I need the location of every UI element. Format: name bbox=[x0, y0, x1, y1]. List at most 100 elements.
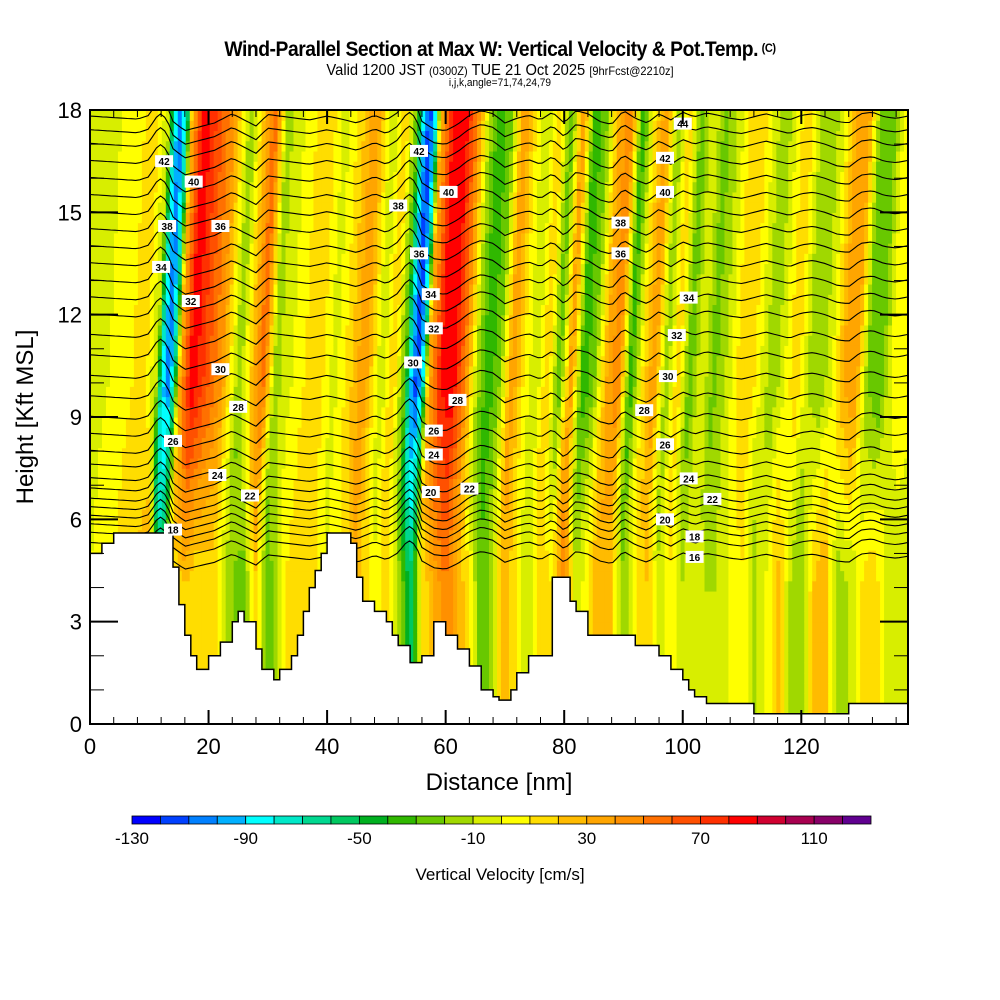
velocity-cell bbox=[113, 304, 119, 316]
velocity-cell bbox=[245, 509, 251, 520]
velocity-cell bbox=[297, 130, 303, 142]
velocity-cell bbox=[281, 355, 287, 367]
velocity-cell bbox=[237, 386, 243, 398]
velocity-cell bbox=[113, 283, 119, 295]
velocity-cell bbox=[305, 110, 311, 121]
velocity-cell bbox=[341, 150, 346, 162]
velocity-cell bbox=[149, 222, 155, 234]
velocity-cell bbox=[185, 529, 191, 541]
velocity-cell bbox=[90, 253, 95, 265]
velocity-cell bbox=[369, 263, 374, 275]
velocity-cell bbox=[297, 590, 303, 602]
velocity-cell bbox=[217, 376, 223, 387]
velocity-cell bbox=[297, 181, 303, 193]
velocity-cell bbox=[221, 427, 227, 439]
velocity-cell bbox=[385, 212, 390, 224]
velocity-cell bbox=[125, 335, 131, 346]
velocity-cell bbox=[193, 417, 199, 428]
velocity-cell bbox=[161, 457, 167, 469]
velocity-cell bbox=[265, 191, 271, 203]
velocity-cell bbox=[97, 273, 103, 285]
velocity-cell bbox=[221, 539, 227, 551]
velocity-cell bbox=[221, 570, 227, 582]
velocity-cell bbox=[237, 437, 243, 449]
velocity-cell bbox=[253, 304, 259, 316]
velocity-cell bbox=[389, 457, 394, 469]
velocity-cell bbox=[285, 161, 291, 172]
velocity-cell bbox=[329, 478, 334, 490]
velocity-cell bbox=[109, 232, 115, 244]
velocity-cell bbox=[261, 580, 267, 592]
velocity-cell bbox=[205, 355, 211, 367]
velocity-cell bbox=[325, 294, 331, 306]
valid-time: Valid 1200 JST bbox=[326, 62, 425, 79]
velocity-cell bbox=[293, 212, 299, 224]
velocity-cell bbox=[205, 488, 211, 500]
velocity-cell bbox=[177, 509, 183, 520]
velocity-cell bbox=[217, 406, 223, 418]
velocity-cell bbox=[149, 447, 155, 459]
velocity-cell bbox=[241, 457, 247, 469]
velocity-cell bbox=[229, 427, 235, 439]
velocity-cell bbox=[229, 202, 235, 213]
velocity-cell bbox=[341, 110, 346, 121]
velocity-cell bbox=[249, 478, 255, 490]
velocity-cell bbox=[369, 488, 374, 500]
velocity-cell bbox=[305, 580, 311, 592]
velocity-cell bbox=[301, 365, 307, 377]
velocity-cell bbox=[105, 181, 111, 193]
velocity-cell bbox=[233, 335, 239, 346]
velocity-cell bbox=[273, 447, 279, 459]
velocity-cell bbox=[317, 324, 323, 336]
velocity-cell bbox=[405, 263, 410, 275]
velocity-cell bbox=[209, 345, 215, 357]
velocity-cell bbox=[109, 304, 115, 316]
velocity-cell bbox=[261, 590, 267, 602]
velocity-cell bbox=[249, 273, 255, 285]
velocity-cell bbox=[289, 161, 295, 172]
velocity-cell bbox=[409, 396, 414, 408]
velocity-cell bbox=[365, 457, 370, 469]
velocity-cell bbox=[125, 468, 131, 479]
velocity-cell bbox=[221, 621, 227, 633]
velocity-cell bbox=[401, 273, 406, 285]
velocity-cell bbox=[373, 212, 378, 224]
velocity-cell bbox=[309, 130, 315, 142]
velocity-cell bbox=[241, 294, 247, 306]
velocity-cell bbox=[321, 447, 327, 459]
velocity-cell bbox=[237, 181, 243, 193]
velocity-cell bbox=[393, 232, 398, 244]
velocity-cell bbox=[209, 171, 215, 183]
velocity-cell bbox=[209, 150, 215, 162]
velocity-cell bbox=[285, 631, 291, 643]
velocity-cell bbox=[341, 304, 346, 316]
velocity-cell bbox=[265, 406, 271, 418]
velocity-cell bbox=[241, 212, 247, 224]
velocity-cell bbox=[317, 335, 323, 346]
velocity-cell bbox=[397, 212, 402, 224]
velocity-cell bbox=[373, 222, 378, 234]
velocity-cell bbox=[293, 376, 299, 387]
velocity-cell bbox=[377, 191, 382, 203]
velocity-cell bbox=[249, 550, 255, 561]
velocity-cell bbox=[333, 376, 338, 387]
velocity-cell bbox=[145, 294, 151, 306]
velocity-cell bbox=[273, 283, 279, 295]
velocity-cell bbox=[377, 376, 382, 387]
velocity-cell bbox=[317, 376, 323, 387]
velocity-cell bbox=[169, 110, 175, 121]
velocity-cell bbox=[325, 273, 331, 285]
velocity-cell bbox=[333, 478, 338, 490]
velocity-cell bbox=[277, 631, 283, 643]
velocity-cell bbox=[357, 519, 362, 531]
velocity-cell bbox=[241, 243, 247, 254]
velocity-cell bbox=[173, 150, 179, 162]
velocity-cell bbox=[90, 437, 95, 449]
velocity-cell bbox=[121, 488, 127, 500]
velocity-cell bbox=[125, 120, 131, 132]
velocity-cell bbox=[205, 457, 211, 469]
velocity-cell bbox=[213, 539, 219, 551]
velocity-cell bbox=[421, 631, 426, 643]
velocity-cell bbox=[329, 110, 334, 121]
velocity-cell bbox=[397, 427, 402, 439]
